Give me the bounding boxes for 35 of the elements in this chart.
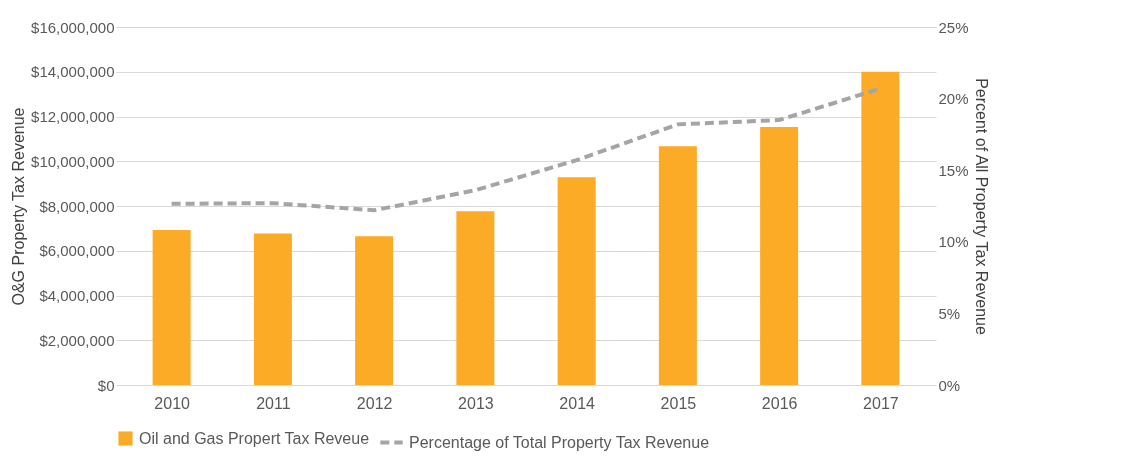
x-tick-label: 2016 — [761, 394, 798, 412]
y2-axis-title: Percent of All Property Tax Revenue — [972, 78, 990, 335]
y-tick-label: $10,000,000 — [31, 152, 115, 170]
y2-tick-label: 15% — [938, 161, 969, 179]
y-tick-label: $4,000,000 — [39, 287, 115, 304]
y-axis-title: O&G Property Tax Revenue — [10, 107, 28, 306]
x-tick-label: 2010 — [154, 394, 191, 412]
x-tick-label: 2017 — [863, 394, 899, 412]
y-tick-label: $8,000,000 — [39, 197, 115, 215]
bar — [861, 71, 900, 385]
y-tick-label: $14,000,000 — [31, 63, 115, 81]
x-tick-label: 2015 — [660, 394, 697, 412]
bar — [456, 211, 495, 385]
y2-tick-label: 5% — [938, 304, 961, 322]
bar — [760, 127, 799, 385]
y2-tick-label: 10% — [938, 233, 969, 251]
y2-tick-label: 25% — [938, 18, 969, 36]
x-tick-label: 2014 — [559, 394, 596, 412]
bar — [355, 236, 394, 385]
y-tick-label: $12,000,000 — [31, 108, 115, 125]
x-tick-label: 2011 — [256, 394, 291, 412]
bar — [658, 146, 697, 385]
y2-tick-label: 20% — [938, 90, 969, 108]
x-tick-label: 2012 — [356, 394, 393, 412]
y-tick-label: $0 — [97, 376, 115, 394]
y-tick-label: $6,000,000 — [39, 242, 115, 260]
x-tick-label: 2013 — [458, 394, 494, 412]
y-tick-label: $16,000,000 — [31, 18, 115, 36]
y2-tick-label: 0% — [938, 376, 961, 394]
bar — [152, 229, 191, 385]
y-tick-label: $2,000,000 — [39, 331, 115, 349]
bar — [253, 233, 292, 385]
legend-label: Oil and Gas Propert Tax Reveue — [139, 429, 370, 447]
legend-label: Percentage of Total Property Tax Revenue — [409, 433, 710, 451]
bar — [557, 177, 596, 385]
